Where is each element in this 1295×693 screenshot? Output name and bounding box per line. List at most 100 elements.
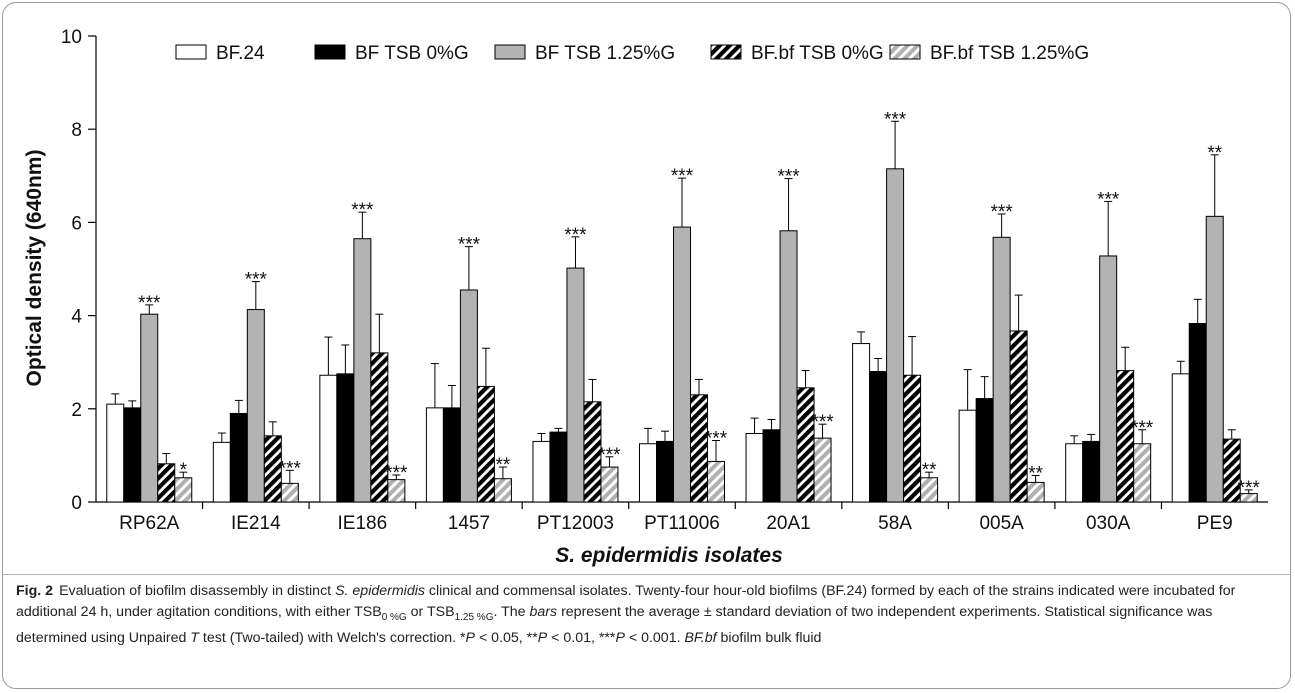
bar [549, 431, 568, 503]
bar [707, 460, 725, 503]
significance-label: *** [811, 412, 834, 433]
bar [212, 441, 231, 503]
legend-label: BF.24 [216, 43, 265, 64]
bar [140, 313, 159, 503]
bar [903, 374, 922, 503]
caption-fragment: represent the average ± standard deviati… [16, 603, 1213, 646]
x-tick-label: IE214 [231, 513, 281, 534]
y-tick-label: 6 [71, 213, 82, 234]
figure-caption: Fig. 2 Evaluation of biofilm disassembly … [16, 581, 1278, 648]
bar [779, 230, 798, 503]
legend-label: BF.bf TSB 0%G [751, 43, 884, 64]
caption-fragment: S. epidermidis [335, 583, 425, 599]
caption-fragment: bars [529, 603, 558, 620]
significance-label: *** [991, 202, 1014, 223]
caption-divider [3, 574, 1290, 575]
legend-swatch [494, 44, 526, 60]
bar [656, 440, 674, 503]
bar [958, 409, 977, 503]
bar [1065, 443, 1084, 503]
significance-label: *** [671, 166, 694, 187]
caption-fragment: biofilm bulk fluid [716, 629, 822, 646]
caption-fragment: . The [493, 603, 530, 620]
caption-fragment: test (Two-tailed) with Welch's correctio… [198, 629, 466, 646]
significance-label: *** [1097, 189, 1120, 210]
bar [1026, 481, 1045, 503]
bar [813, 437, 832, 503]
bar [745, 432, 764, 503]
caption-fragment: < 0.05, ** [475, 629, 538, 646]
bar [639, 443, 657, 503]
bar [353, 238, 372, 503]
bar [566, 267, 585, 503]
caption-fragment: T [190, 629, 199, 646]
caption-fragment: Evaluation of biofilm disassembly in dis… [59, 583, 336, 599]
bar [762, 429, 781, 503]
bar [920, 477, 939, 503]
y-tick-label: 2 [71, 400, 82, 421]
x-tick-label: IE186 [338, 513, 388, 534]
significance-label: *** [1238, 478, 1261, 499]
x-tick-label: 1457 [448, 513, 490, 534]
significance-label: *** [245, 270, 268, 291]
legend-swatch [314, 44, 346, 60]
legend-swatch [889, 44, 921, 60]
significance-label: ** [1207, 143, 1222, 164]
caption-fragment: 1.25 %G [454, 611, 494, 623]
figure-label: Fig. 2 [16, 583, 54, 599]
y-tick-label: 8 [71, 120, 82, 141]
bar [1205, 215, 1224, 503]
bar [157, 463, 176, 503]
y-tick-label: 10 [61, 27, 82, 48]
bar [869, 371, 888, 503]
x-tick-label: 58A [878, 513, 912, 534]
bar [476, 385, 495, 503]
significance-label: *** [279, 458, 302, 479]
x-tick-label: 030A [1086, 513, 1131, 534]
bar [1171, 373, 1190, 503]
bar [106, 403, 125, 503]
y-tick-label: 4 [71, 307, 82, 328]
bar [280, 482, 299, 503]
y-axis-title: Optical density (640nm) [23, 150, 46, 387]
x-tick-label: PT11006 [644, 513, 720, 534]
bar [246, 309, 265, 503]
significance-label: *** [884, 109, 907, 130]
caption-fragment: P [537, 629, 548, 646]
significance-label: * [180, 460, 188, 481]
bar [1082, 440, 1101, 503]
significance-label: ** [922, 460, 937, 481]
bar [796, 387, 815, 503]
bar [442, 407, 461, 503]
bar [1099, 255, 1118, 503]
x-tick-label: PE9 [1197, 513, 1233, 534]
bar [1133, 443, 1152, 503]
legend-label: BF TSB 1.25%G [535, 43, 675, 64]
caption-fragment: 0 %G [381, 611, 407, 623]
bar [852, 343, 871, 503]
legend: BF.24 BF TSB 0%G BF TSB 1.25%G BF.bf TSB 0%… [175, 43, 1089, 64]
bar [600, 466, 619, 503]
legend-label: BF TSB 0%G [355, 43, 469, 64]
caption-fragment: BF.bf [684, 629, 717, 646]
significance-label: ** [496, 455, 511, 476]
significance-label: *** [564, 225, 587, 246]
legend-swatch [175, 44, 207, 60]
x-tick-label: PT12003 [537, 513, 614, 534]
bar [992, 236, 1011, 503]
caption-fragment: P [465, 629, 476, 646]
y-tick-label: 0 [71, 493, 82, 514]
caption-fragment: < 0.01, *** [547, 629, 616, 646]
bar [673, 226, 691, 503]
x-tick-label: RP62A [119, 513, 180, 534]
x-tick-label: 20A1 [766, 513, 810, 534]
legend-label: BF.bf TSB 1.25%G [930, 43, 1089, 64]
caption-fragment: < 0.001. [624, 629, 685, 646]
significance-label: *** [1131, 418, 1154, 439]
significance-label: *** [351, 200, 374, 221]
legend-swatch [710, 44, 742, 60]
significance-label: *** [598, 445, 621, 466]
significance-label: *** [777, 167, 800, 188]
significance-label: *** [138, 293, 161, 314]
bar [123, 407, 142, 503]
